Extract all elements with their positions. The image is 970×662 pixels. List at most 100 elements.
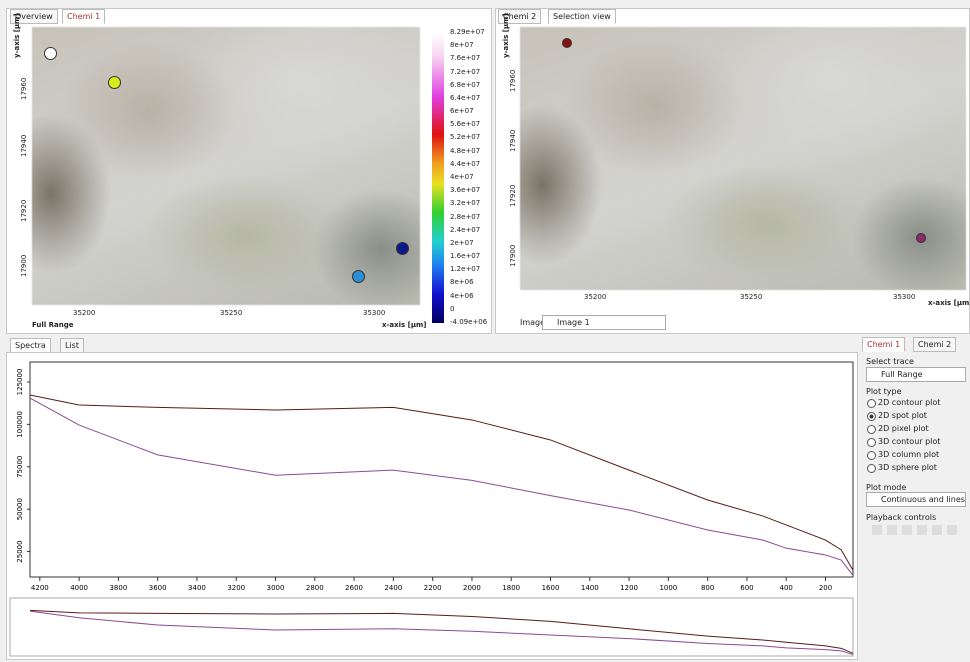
tab-label: Spectra xyxy=(15,341,46,350)
colorbar-label: 7.2e+07 xyxy=(450,67,481,76)
option-label: 3D sphere plot xyxy=(878,463,937,472)
radio[interactable] xyxy=(867,425,876,434)
x-tick-label: 4000 xyxy=(70,584,88,592)
spectra-chart: 125000 100000 75000 50000 25000 4200 4000 3800 3… xyxy=(9,361,854,657)
colorbar-label: 6e+07 xyxy=(450,107,474,116)
x-axis-label: x-axis [µm] xyxy=(382,321,427,329)
spot[interactable] xyxy=(916,233,926,243)
colorbar-label: 2e+07 xyxy=(450,238,474,247)
spot[interactable] xyxy=(108,76,121,89)
x-tick-label: 2600 xyxy=(345,584,363,592)
tab-label: Chemi 1 xyxy=(67,12,101,21)
x-tick-label: 2400 xyxy=(384,584,402,592)
x-axis-label: x-axis [µm] xyxy=(928,299,970,307)
image-dropdown[interactable]: Image 1 xyxy=(542,315,666,330)
x-tick-label: 800 xyxy=(701,584,714,592)
x-tick-label: 35200 xyxy=(584,293,607,301)
radio[interactable] xyxy=(867,412,876,421)
option-label: 2D spot plot xyxy=(878,411,927,420)
radio[interactable] xyxy=(867,399,876,408)
x-tick-label: 1600 xyxy=(542,584,560,592)
overview-line xyxy=(29,609,854,654)
colorbar-label: 8e+07 xyxy=(450,41,474,50)
colorbar-label: 0 xyxy=(450,304,455,313)
dropdown-value: Full Range xyxy=(881,370,923,379)
option-label: 2D pixel plot xyxy=(878,424,929,433)
x-tick-label: 35250 xyxy=(740,293,763,301)
option-label: 2D contour plot xyxy=(878,398,941,407)
tab[interactable]: Selection view xyxy=(548,9,616,24)
tab-label: Overview xyxy=(15,12,53,21)
x-tick-label: 3800 xyxy=(109,584,127,592)
x-tick-label: 35200 xyxy=(73,309,96,317)
tab[interactable]: Chemi 1 xyxy=(62,9,106,24)
spot[interactable] xyxy=(396,242,409,255)
x-tick-label: 1800 xyxy=(502,584,520,592)
colorbar-label: 4e+06 xyxy=(450,291,474,300)
dropdown-value: Image 1 xyxy=(557,318,590,327)
colorbar-label: 8.29e+07 xyxy=(450,28,485,36)
tab-label: List xyxy=(65,341,79,350)
colorbar-label: 3.2e+07 xyxy=(450,199,481,208)
image-label: Image: xyxy=(520,318,548,327)
option-label: 3D column plot xyxy=(878,450,940,459)
y-tick-label: 100000 xyxy=(16,411,24,438)
colorbar-label: -4.09e+06 xyxy=(450,318,488,326)
trace-label: Full Range xyxy=(32,321,74,329)
colorbar-label: 2.4e+07 xyxy=(450,225,481,234)
x-tick-label: 1400 xyxy=(581,584,599,592)
x-tick-label: 2000 xyxy=(463,584,481,592)
colorbar-label: 6.4e+07 xyxy=(450,93,481,102)
playback-buttons[interactable] xyxy=(872,525,962,535)
radio[interactable] xyxy=(867,464,876,473)
radio[interactable] xyxy=(867,451,876,460)
y-tick-label: 125000 xyxy=(16,369,24,396)
colorbar-label: 7.6e+07 xyxy=(450,54,481,63)
colorbar-label: 4e+07 xyxy=(450,173,474,181)
dropdown-value: Continuous and lines xyxy=(881,495,965,504)
x-tick-label: 3600 xyxy=(149,584,167,592)
tab-label: Chemi 2 xyxy=(503,12,537,21)
x-tick-label: 3200 xyxy=(227,584,245,592)
microscope-image xyxy=(520,27,966,290)
tab-label: Selection view xyxy=(553,12,611,21)
y-tick-label: 25000 xyxy=(16,540,24,562)
trace-dropdown[interactable]: Full Range xyxy=(866,367,966,382)
x-tick-label: 3000 xyxy=(267,584,285,592)
x-tick-label: 1000 xyxy=(659,584,677,592)
spot[interactable] xyxy=(562,38,572,48)
tab[interactable]: Overview xyxy=(10,9,58,24)
microscope-image xyxy=(32,27,420,305)
spectrum-line xyxy=(29,397,854,576)
colorbar-label: 8e+06 xyxy=(450,278,474,287)
section-label: Playback controls xyxy=(866,513,937,522)
overview-line xyxy=(29,610,854,656)
spot[interactable] xyxy=(352,270,365,283)
spectra-panel xyxy=(6,352,858,660)
colorbar-label: 5.6e+07 xyxy=(450,120,481,129)
tab[interactable]: Chemi 1 xyxy=(862,337,906,352)
tab-label: Chemi 1 xyxy=(867,340,901,349)
section-label: Select trace xyxy=(866,357,914,366)
x-tick-label: 2200 xyxy=(424,584,442,592)
tab[interactable]: Chemi 2 xyxy=(913,337,957,352)
option-label: 3D contour plot xyxy=(878,437,941,446)
colorbar-label: 5.2e+07 xyxy=(450,133,481,142)
x-tick-label: 35300 xyxy=(363,309,386,317)
colorbar-label: 4.4e+07 xyxy=(450,159,481,168)
section-label: Plot mode xyxy=(866,483,907,492)
x-tick-label: 3400 xyxy=(188,584,206,592)
colorbar xyxy=(432,33,444,323)
x-tick-label: 4200 xyxy=(31,584,49,592)
tab[interactable]: Chemi 2 xyxy=(498,9,542,24)
x-tick-label: 2800 xyxy=(306,584,324,592)
radio[interactable] xyxy=(867,438,876,447)
section-label: Plot type xyxy=(866,387,902,396)
colorbar-label: 1.2e+07 xyxy=(450,265,481,274)
colorbar-label: 1.6e+07 xyxy=(450,252,481,261)
mode-dropdown[interactable]: Continuous and lines xyxy=(866,492,966,507)
plot-frame xyxy=(29,361,854,578)
x-tick-label: 600 xyxy=(740,584,753,592)
spot[interactable] xyxy=(44,47,57,60)
